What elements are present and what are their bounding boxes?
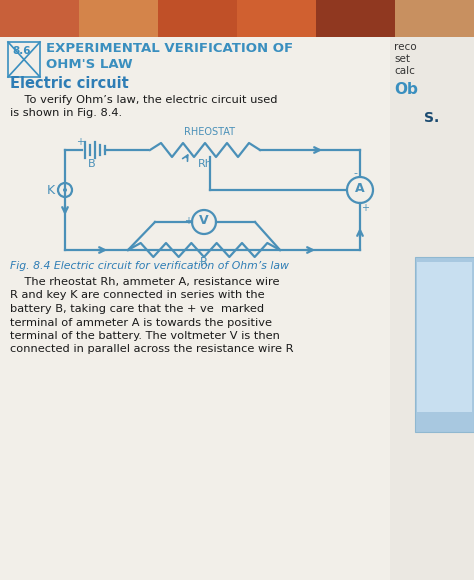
Text: terminal of ammeter A is towards the positive: terminal of ammeter A is towards the pos…	[10, 317, 272, 328]
Text: Ob: Ob	[394, 82, 418, 97]
Text: R: R	[200, 256, 208, 270]
Text: Rh: Rh	[198, 159, 212, 169]
Text: reco: reco	[394, 42, 417, 52]
Text: RHEOSTAT: RHEOSTAT	[184, 127, 236, 137]
Text: B: B	[88, 159, 96, 169]
Text: calc: calc	[394, 66, 415, 76]
Bar	[158, 0, 238, 37]
Text: OHM'S LAW: OHM'S LAW	[46, 59, 133, 71]
Circle shape	[58, 183, 72, 197]
Text: K: K	[47, 183, 55, 197]
Text: set: set	[394, 54, 410, 64]
Text: Fig. 8.4 Electric circuit for verification of Ohm’s law: Fig. 8.4 Electric circuit for verificati…	[10, 261, 289, 271]
Text: +: +	[76, 137, 84, 147]
Text: -: -	[353, 168, 357, 178]
Text: EXPERIMENTAL VERIFICATION OF: EXPERIMENTAL VERIFICATION OF	[46, 42, 293, 56]
Text: +: +	[361, 203, 369, 213]
Circle shape	[347, 177, 373, 203]
Bar	[417, 262, 472, 412]
Text: The rheostat Rh, ammeter A, resistance wire: The rheostat Rh, ammeter A, resistance w…	[10, 277, 280, 287]
Text: To verify Ohm’s law, the electric circuit used: To verify Ohm’s law, the electric circui…	[10, 95, 277, 105]
Text: R and key K are connected in series with the: R and key K are connected in series with…	[10, 291, 264, 300]
Text: 8.6: 8.6	[13, 46, 31, 56]
Text: V: V	[199, 215, 209, 227]
Bar	[8, 42, 40, 77]
Text: terminal of the battery. The voltmeter V is then: terminal of the battery. The voltmeter V…	[10, 331, 280, 341]
Circle shape	[192, 210, 216, 234]
Bar	[79, 0, 159, 37]
Bar	[415, 257, 474, 432]
Bar	[395, 0, 474, 37]
Text: is shown in Fig. 8.4.: is shown in Fig. 8.4.	[10, 108, 122, 118]
Circle shape	[63, 188, 67, 192]
Text: Electric circuit: Electric circuit	[10, 75, 129, 90]
Text: connected in parallel across the resistance wire R: connected in parallel across the resista…	[10, 345, 293, 354]
Bar	[0, 0, 80, 37]
Bar	[390, 37, 474, 580]
Text: S.: S.	[424, 111, 439, 125]
Bar	[0, 37, 390, 580]
Text: -: -	[217, 216, 221, 226]
Text: A: A	[355, 183, 365, 195]
Bar	[237, 0, 317, 37]
Text: battery B, taking care that the + ve  marked: battery B, taking care that the + ve mar…	[10, 304, 264, 314]
Text: +: +	[184, 216, 192, 226]
Bar	[316, 0, 396, 37]
